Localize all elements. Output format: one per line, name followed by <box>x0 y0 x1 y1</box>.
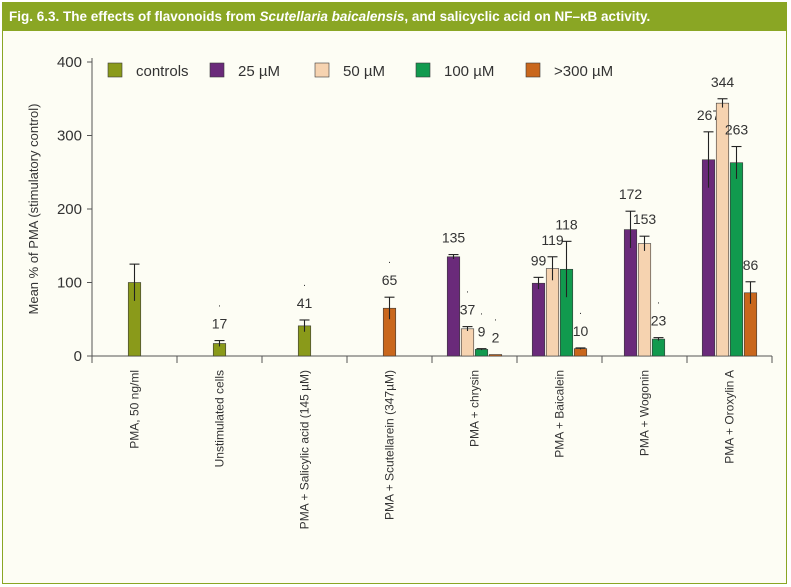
significance-marker: . <box>494 313 497 324</box>
bar-25M-4 <box>446 256 461 357</box>
bar-100M-6 <box>651 338 666 357</box>
bar-100M-4 <box>474 349 489 357</box>
data-label: 9 <box>478 324 486 340</box>
significance-marker: . <box>579 306 582 317</box>
data-label: 267 <box>697 107 721 123</box>
bar-50M-5 <box>545 268 560 357</box>
data-label: 86 <box>743 257 759 273</box>
legend-swatch <box>314 62 330 78</box>
x-category-label: PMA + chrysin <box>468 370 482 447</box>
data-label: 17 <box>212 316 228 332</box>
data-label: 153 <box>633 211 657 227</box>
bar-25M-6 <box>623 229 638 357</box>
y-tick-label: 400 <box>57 54 82 71</box>
data-label: 10 <box>573 323 589 339</box>
legend-label: 25 µM <box>238 63 280 80</box>
bar-50M-4 <box>460 328 475 357</box>
y-tick-label: 100 <box>57 275 82 292</box>
data-label: 263 <box>725 122 749 138</box>
x-category-label: PMA + Wogonin <box>638 370 652 456</box>
caption-prefix: Fig. 6.3. The effects of flavonoids from <box>9 9 260 24</box>
data-label: 23 <box>651 313 667 329</box>
data-label: 65 <box>382 272 398 288</box>
bar-100M-7 <box>729 162 744 357</box>
significance-marker: . <box>657 296 660 307</box>
data-label: 41 <box>297 295 313 311</box>
y-tick-label: 200 <box>57 201 82 218</box>
bar-300M-5 <box>573 348 588 357</box>
significance-marker: . <box>218 299 221 310</box>
bar-50M-7 <box>715 102 730 357</box>
legend-swatch <box>209 62 225 78</box>
legend-label: 50 µM <box>343 63 385 80</box>
legend-label: 100 µM <box>444 63 494 80</box>
bar-300M-4 <box>488 354 503 357</box>
legend-label: controls <box>136 63 189 80</box>
x-category-label: PMA + Salicylic acid (145 µM) <box>298 370 312 529</box>
caption-italic: Scutellaria baicalensis <box>259 9 405 24</box>
significance-marker: . <box>303 278 306 289</box>
data-label: 118 <box>555 216 578 232</box>
x-category-label: PMA + Oroxylin A <box>723 370 737 464</box>
data-label: 172 <box>619 186 643 202</box>
significance-marker: . <box>480 307 483 318</box>
y-tick-label: 0 <box>74 348 82 365</box>
x-category-label: PMA + Baicalein <box>553 370 567 458</box>
x-category-label: PMA + Scutellarein (347µM) <box>383 370 397 520</box>
y-axis-title: Mean % of PMA (stimulatory control) <box>26 104 41 315</box>
data-label: 135 <box>442 230 466 246</box>
bar-25M-5 <box>531 282 546 357</box>
legend-swatch <box>415 62 431 78</box>
data-label: 37 <box>460 302 476 318</box>
legend-swatch <box>107 62 123 78</box>
bar-50M-6 <box>637 243 652 357</box>
x-category-label: PMA, 50 ng/ml <box>128 370 142 449</box>
legend-swatch <box>525 62 541 78</box>
figure-caption: Fig. 6.3. The effects of flavonoids from… <box>2 2 787 31</box>
caption-suffix: , and salicyclic acid on NF–κB activity. <box>404 9 651 24</box>
x-category-label: Unstimulated cells <box>213 370 227 467</box>
data-label: 119 <box>541 232 564 248</box>
significance-marker: . <box>466 285 469 296</box>
data-label: 2 <box>492 330 500 346</box>
significance-marker: . <box>388 255 391 266</box>
legend-label: >300 µM <box>554 63 613 80</box>
y-tick-label: 300 <box>57 128 82 145</box>
data-label: 344 <box>711 74 735 90</box>
data-label: 99 <box>531 252 547 268</box>
bar-25M-7 <box>701 159 716 357</box>
